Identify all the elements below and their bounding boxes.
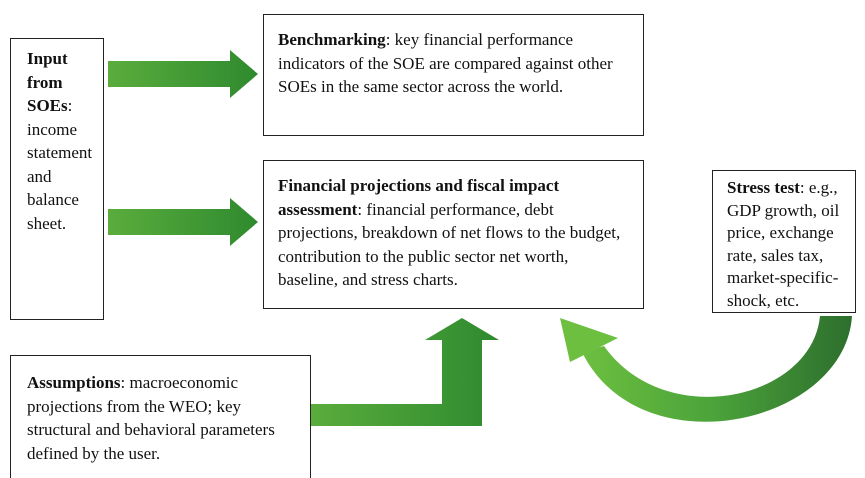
input-box: Input from SOEs: income statement and ba… — [10, 38, 104, 320]
arrow — [108, 50, 258, 98]
projections-box: Financial projections and fiscal impact … — [263, 160, 644, 309]
assumptions-box: Assumptions: macroeconomic projections f… — [10, 355, 311, 478]
box-title: Benchmarking — [278, 30, 386, 49]
arrow — [108, 198, 258, 246]
box-title: Input from SOEs — [27, 49, 68, 115]
arrow-head — [560, 318, 618, 362]
box-text: : macroeconomic projections from the WEO… — [27, 373, 275, 463]
curved-arrow — [582, 316, 852, 422]
box-text: : key financial performance indicators o… — [278, 30, 613, 96]
box-text: : e.g., GDP growth, oil price, exchange … — [727, 178, 840, 310]
arrow — [310, 318, 499, 426]
benchmarking-box: Benchmarking: key financial performance … — [263, 14, 644, 136]
box-text: : income statement and balance sheet. — [27, 96, 93, 233]
box-text: : financial performance, debt projection… — [278, 199, 621, 290]
box-title: Financial projections and fiscal impact … — [278, 176, 560, 219]
box-title: Assumptions — [27, 373, 121, 392]
stress-test-box: Stress test: e.g., GDP growth, oil price… — [712, 170, 856, 313]
box-title: Stress test — [727, 178, 800, 197]
